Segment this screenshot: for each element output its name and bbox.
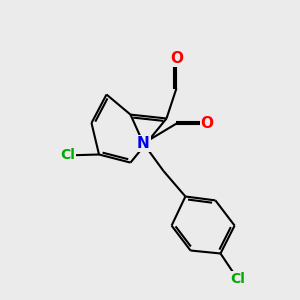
Text: O: O <box>200 116 214 131</box>
Text: Cl: Cl <box>230 272 245 286</box>
Text: O: O <box>170 51 183 66</box>
Text: N: N <box>137 136 150 151</box>
Text: Cl: Cl <box>60 148 75 162</box>
